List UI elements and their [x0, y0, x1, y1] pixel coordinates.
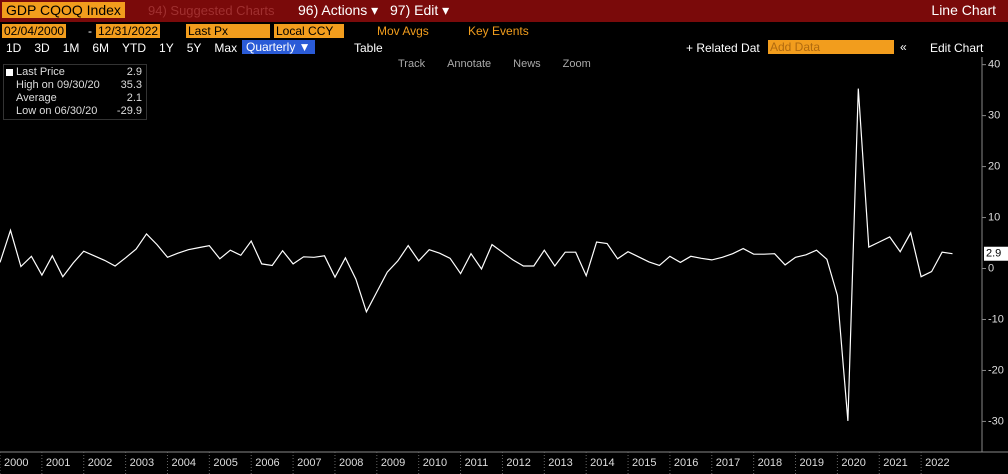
edit-menu[interactable]: 97) Edit ▾: [390, 2, 450, 18]
key-events[interactable]: Key Events: [468, 24, 529, 38]
suggested-charts[interactable]: 94) Suggested Charts: [148, 3, 275, 18]
period-button[interactable]: Max: [214, 41, 238, 55]
y-tick-label: 0: [988, 262, 994, 274]
related-data[interactable]: + Related Dat: [686, 41, 760, 55]
start-date[interactable]: 02/04/2000: [2, 24, 67, 38]
view-name: Line Chart: [931, 2, 996, 18]
title-bar: GDP CQOQ Index 94) Suggested Charts 96) …: [0, 0, 1008, 22]
period-button[interactable]: YTD: [122, 41, 147, 55]
currency[interactable]: Local CCY: [274, 24, 344, 38]
table-button[interactable]: Table: [354, 41, 383, 55]
average-label: Average: [16, 92, 57, 104]
x-tick-label: 2007: [297, 457, 321, 469]
period-button[interactable]: 1Y: [159, 41, 174, 55]
tool-button[interactable]: Track: [398, 58, 426, 70]
chart: -30 -20 -10 0 10 20 30 40 2000 2001 2002 2003 2004 20…: [0, 57, 1008, 474]
x-tick-label: 2012: [506, 457, 530, 469]
x-tick-label: 2010: [423, 457, 447, 469]
x-tick-label: 2016: [674, 457, 698, 469]
end-date[interactable]: 12/31/2022: [96, 24, 161, 38]
y-tick-label: -10: [988, 313, 1004, 325]
x-tick-label: 2006: [255, 457, 279, 469]
x-tick-label: 2004: [171, 457, 195, 469]
x-tick-label: 2013: [548, 457, 572, 469]
last-value-box: [984, 246, 1008, 261]
ticker[interactable]: GDP CQOQ Index: [2, 2, 125, 18]
mov-avgs[interactable]: Mov Avgs: [377, 24, 429, 38]
period-button[interactable]: 3D: [34, 41, 50, 55]
x-tick-label: 2002: [88, 457, 112, 469]
x-tick-label: 2011: [465, 457, 489, 469]
high-label: High on 09/30/20: [16, 79, 100, 91]
series-name: Last Price: [16, 66, 65, 78]
date-dash: -: [88, 24, 92, 38]
low-label: Low on 06/30/20: [16, 105, 98, 117]
stats-box: Last Price 2.9 High on 09/30/20 35.3 Ave…: [3, 64, 147, 120]
x-tick-label: 2018: [758, 457, 782, 469]
tool-button[interactable]: Zoom: [562, 58, 591, 70]
periods: 1D 3D 1M 6M YTD 1Y 5Y Max: [6, 41, 250, 55]
x-tick-label: 2019: [800, 457, 824, 469]
x-tick-label: 2008: [339, 457, 363, 469]
field[interactable]: Last Px: [186, 24, 270, 38]
y-tick-label: 40: [988, 59, 1000, 71]
period-button[interactable]: 5Y: [186, 41, 202, 55]
x-tick-label: 2014: [590, 457, 614, 469]
controls-bar: 02/04/2000 - 12/31/2022 Last Px Local CC…: [0, 23, 1008, 40]
collapse[interactable]: «: [900, 40, 907, 54]
add-data[interactable]: Add Data: [768, 40, 894, 54]
edit-chart[interactable]: Edit Chart: [930, 41, 984, 55]
x-tick-label: 2017: [716, 457, 740, 469]
period-bar: 1D 3D 1M 6M YTD 1Y 5Y Max Quarterly ▼ Table + R…: [0, 40, 1008, 56]
period-button[interactable]: 1M: [62, 41, 80, 55]
low-value: -29.9: [116, 105, 142, 117]
x-tick-label: 2015: [632, 457, 656, 469]
period-button[interactable]: 6M: [92, 41, 110, 55]
x-tick-label: 2022: [925, 457, 949, 469]
x-tick-label: 2000: [4, 457, 28, 469]
y-tick-label: 30: [988, 110, 1000, 122]
tool-button[interactable]: Annotate: [447, 58, 492, 70]
last-value-label: 2.9: [986, 248, 1001, 260]
actions-menu[interactable]: 96) Actions ▾: [298, 2, 379, 18]
x-tick-label: 2021: [883, 457, 907, 469]
legend-swatch: [6, 69, 13, 76]
frequency[interactable]: Quarterly ▼: [242, 40, 315, 54]
x-tick-label: 2020: [841, 457, 865, 469]
price-line: [0, 88, 953, 421]
high-value: 35.3: [120, 79, 142, 91]
y-tick-label: -30: [988, 415, 1004, 427]
y-tick-label: 20: [988, 160, 1000, 172]
average-value: 2.1: [126, 92, 142, 104]
y-tick-label: 10: [988, 211, 1000, 223]
x-tick-label: 2009: [381, 457, 405, 469]
x-tick-label: 2003: [130, 457, 154, 469]
last-value: 2.9: [126, 66, 142, 78]
chart-tools: Track Annotate News Zoom: [398, 58, 613, 70]
x-tick-label: 2005: [213, 457, 237, 469]
y-tick-label: -20: [988, 364, 1004, 376]
tool-button[interactable]: News: [513, 58, 541, 70]
x-tick-label: 2001: [46, 457, 70, 469]
period-button[interactable]: 1D: [6, 41, 22, 55]
